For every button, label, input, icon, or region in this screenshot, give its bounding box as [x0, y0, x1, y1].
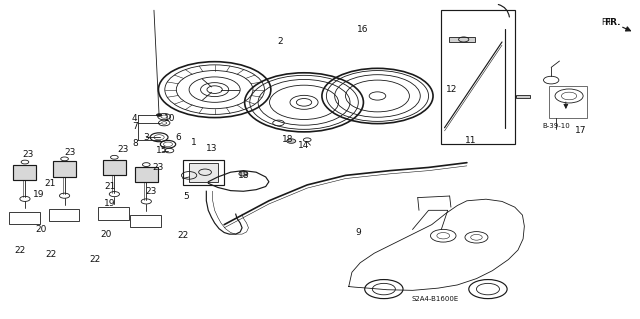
- Text: 22: 22: [45, 250, 56, 259]
- Text: S2A4-B1600E: S2A4-B1600E: [412, 296, 459, 302]
- Bar: [49, 209, 79, 221]
- Text: 20: 20: [100, 230, 112, 239]
- Text: 23: 23: [152, 163, 163, 172]
- Text: 7: 7: [132, 122, 138, 131]
- Text: 23: 23: [22, 150, 34, 159]
- Bar: [449, 37, 474, 42]
- Text: 22: 22: [14, 247, 26, 256]
- Bar: [135, 167, 158, 182]
- Text: 11: 11: [465, 136, 476, 145]
- Bar: [182, 160, 224, 185]
- Bar: [103, 160, 126, 175]
- Bar: [548, 86, 587, 118]
- Text: 16: 16: [357, 25, 369, 34]
- Text: 9: 9: [355, 228, 361, 237]
- Text: 18: 18: [282, 135, 294, 144]
- Text: 8: 8: [132, 139, 138, 148]
- Text: 23: 23: [64, 148, 76, 157]
- Circle shape: [239, 172, 248, 176]
- Text: 22: 22: [177, 231, 188, 240]
- Text: B-39-10: B-39-10: [543, 123, 570, 129]
- Text: 1: 1: [191, 137, 196, 146]
- Text: 13: 13: [205, 144, 217, 153]
- Text: FR.: FR.: [602, 19, 613, 27]
- Text: 10: 10: [164, 114, 175, 123]
- Text: 12: 12: [446, 85, 457, 94]
- Text: 19: 19: [33, 190, 45, 199]
- Bar: [13, 165, 36, 180]
- Text: 23: 23: [118, 145, 129, 154]
- Text: 17: 17: [575, 126, 586, 135]
- Text: 14: 14: [298, 141, 310, 150]
- Bar: [516, 95, 530, 98]
- Text: 18: 18: [237, 171, 249, 180]
- Text: 20: 20: [35, 225, 47, 234]
- Text: 23: 23: [145, 187, 156, 197]
- Text: 22: 22: [90, 255, 101, 264]
- Bar: [442, 10, 515, 144]
- Bar: [131, 215, 161, 227]
- Bar: [53, 161, 76, 177]
- Bar: [9, 212, 40, 224]
- Text: 5: 5: [183, 191, 189, 201]
- Circle shape: [287, 139, 296, 143]
- Circle shape: [157, 114, 162, 116]
- Bar: [99, 207, 129, 219]
- Bar: [189, 163, 218, 182]
- Text: 21: 21: [105, 182, 116, 191]
- Text: FR.: FR.: [604, 19, 621, 27]
- Text: 4: 4: [132, 114, 138, 123]
- Text: 3: 3: [143, 133, 149, 142]
- Text: 19: 19: [104, 199, 115, 208]
- Text: 2: 2: [277, 38, 283, 47]
- Text: 21: 21: [44, 179, 56, 188]
- Text: 6: 6: [175, 133, 181, 142]
- Text: 15: 15: [156, 146, 168, 155]
